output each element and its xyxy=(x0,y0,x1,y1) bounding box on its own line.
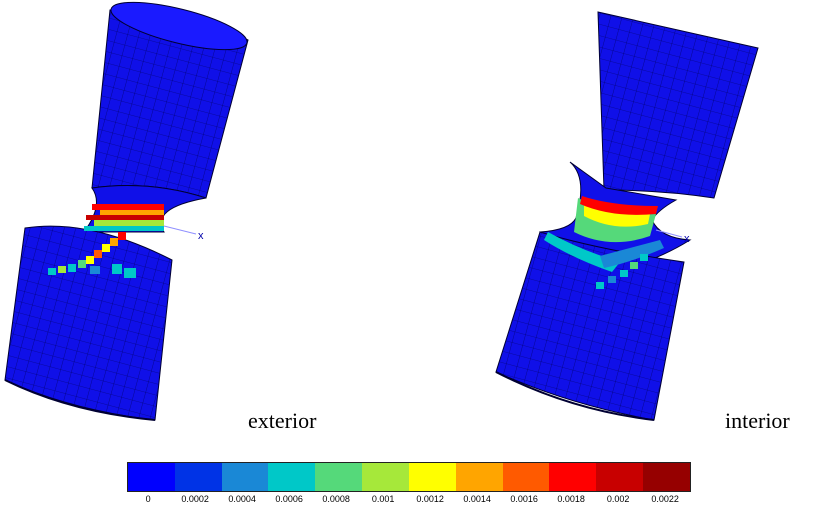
colorbar-swatch xyxy=(549,463,597,491)
colorbar-tick-label: 0.002 xyxy=(606,494,630,504)
colorbar-tick-label: 0.001 xyxy=(371,494,395,504)
colorbar-tick-label: 0.0014 xyxy=(463,494,491,504)
colorbar-tick-label: 0.0018 xyxy=(557,494,585,504)
exterior-model: x xyxy=(4,1,249,421)
exterior-top-cap xyxy=(110,1,248,51)
colorbar-tick-label: 0.0002 xyxy=(181,494,209,504)
colorbar-tick-label: 0.0016 xyxy=(510,494,538,504)
fea-scene: x x xyxy=(4,1,759,421)
colorbar-swatch xyxy=(455,463,503,491)
interior-caption: interior xyxy=(725,408,790,433)
interior-bottom-edge xyxy=(495,371,655,421)
colorbar-tick-label: 0.0012 xyxy=(416,494,444,504)
colorbar-tick-labels: 0 0.0002 0.0004 0.0006 0.0008 0.001 0.0012 0.00… xyxy=(127,494,691,508)
colorbar-tick-label: 0.0004 xyxy=(228,494,256,504)
colorbar-swatch xyxy=(502,463,550,491)
interior-shear-streak xyxy=(596,254,648,289)
colorbar-tick-label: 0.0006 xyxy=(275,494,303,504)
colorbar-swatch xyxy=(362,463,409,491)
exterior-x-axis-line xyxy=(163,225,197,235)
colorbar-tick-label: 0.0008 xyxy=(322,494,350,504)
colorbar xyxy=(127,462,691,492)
colorbar-swatch xyxy=(268,463,316,491)
colorbar-tick-label: 0.0022 xyxy=(651,494,679,504)
interior-x-axis-line xyxy=(655,229,683,238)
colorbar-swatch xyxy=(221,463,269,491)
colorbar-swatch xyxy=(315,463,363,491)
interior-strain-field xyxy=(544,196,664,272)
exterior-shear-streak xyxy=(48,232,136,278)
colorbar-swatch xyxy=(128,463,175,491)
interior-x-axis-label: x xyxy=(684,233,690,245)
exterior-bottom-edge xyxy=(4,379,156,421)
exterior-caption: exterior xyxy=(248,408,317,433)
interior-model: x xyxy=(495,11,759,421)
exterior-strain-band xyxy=(84,204,164,231)
colorbar-swatch xyxy=(174,463,222,491)
colorbar-tick-label: 0 xyxy=(145,494,151,504)
colorbar-swatch xyxy=(408,463,456,491)
exterior-x-axis-label: x xyxy=(198,230,204,242)
colorbar-swatch xyxy=(643,463,690,491)
colorbar-swatch xyxy=(596,463,644,491)
